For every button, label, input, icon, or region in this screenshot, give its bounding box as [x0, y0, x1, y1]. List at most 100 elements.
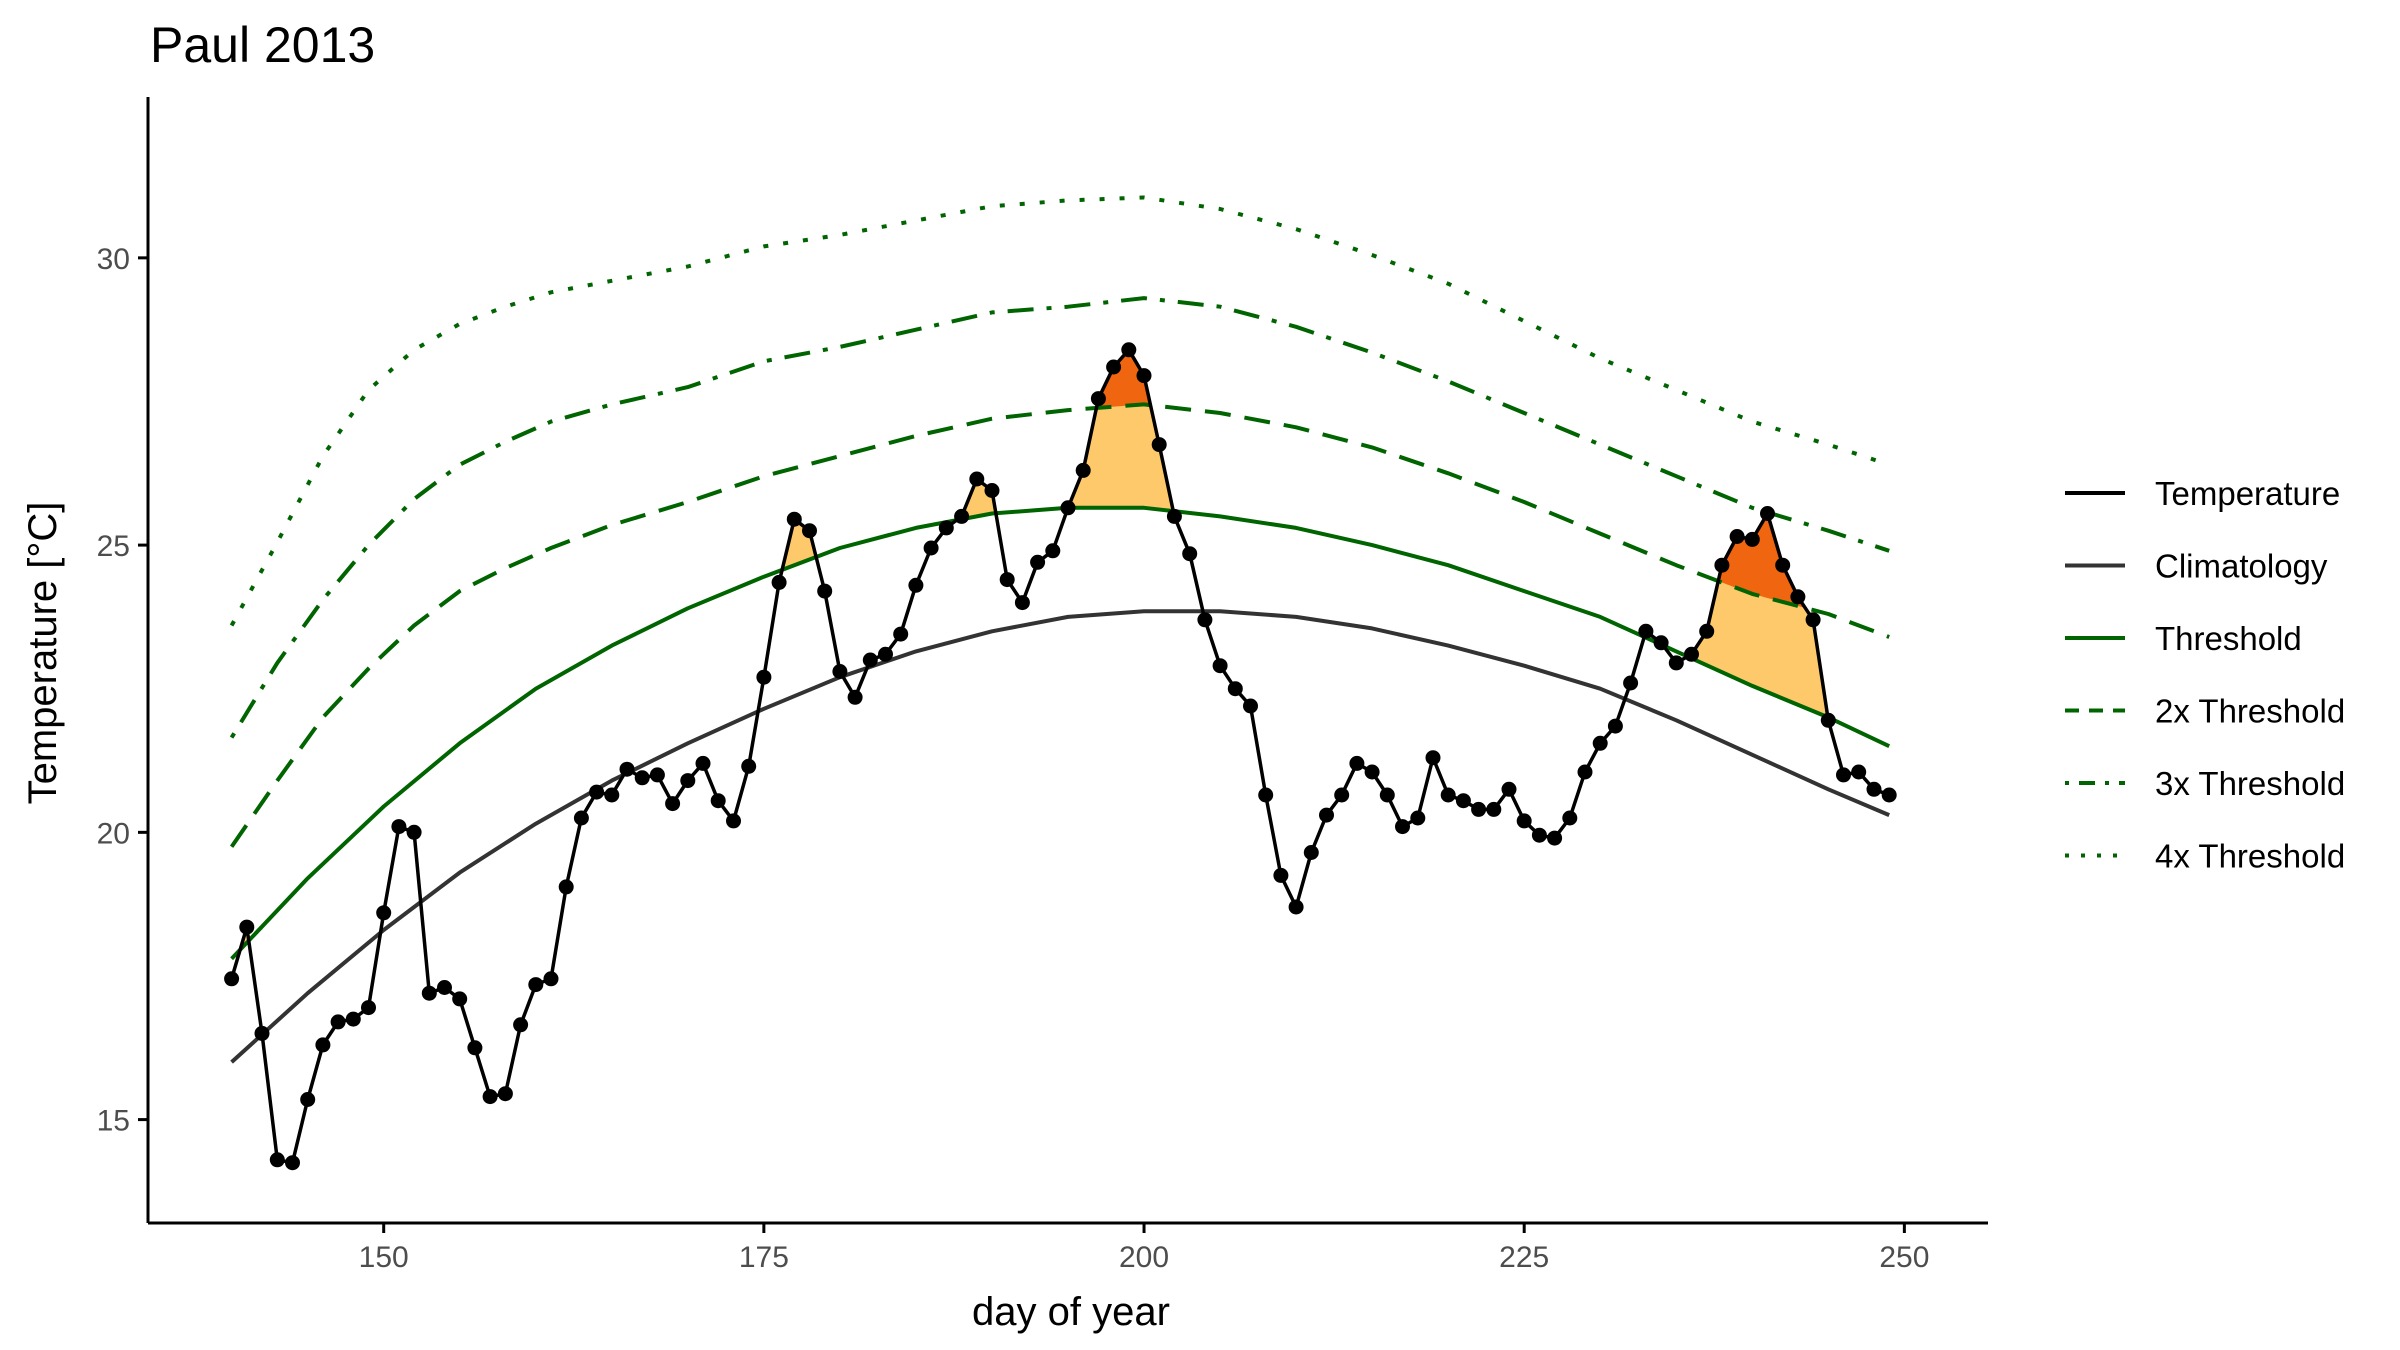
temperature-point [1106, 359, 1122, 375]
temperature-point [254, 1025, 270, 1041]
temperature-point [224, 971, 240, 987]
temperature-point [1349, 755, 1365, 771]
temperature-point [741, 758, 757, 774]
temperature-point [300, 1092, 316, 1107]
temperature-point [1090, 391, 1106, 407]
y-tick-label: 25 [97, 530, 130, 563]
temperature-point [406, 824, 422, 840]
temperature-point [1577, 764, 1593, 780]
temperature-point [1851, 764, 1867, 780]
legend-label-thresh2x: 2x Threshold [2155, 693, 2345, 730]
x-tick-label: 250 [1879, 1241, 1929, 1274]
temperature-point [361, 1000, 376, 1016]
temperature-point [999, 572, 1015, 588]
temperature-point [285, 1155, 300, 1171]
temperature-point [315, 1037, 331, 1053]
temperature-point [604, 787, 620, 803]
temperature-point [1166, 508, 1182, 524]
temperature-point [1699, 623, 1715, 639]
temperature-point [1623, 675, 1639, 691]
temperature-point [1592, 735, 1608, 751]
series-line-climatology [230, 609, 1890, 1064]
temperature-point [1319, 807, 1334, 823]
temperature-point [1501, 781, 1517, 797]
temperature-point [908, 577, 924, 593]
temperature-point [482, 1089, 498, 1105]
temperature-point [1744, 531, 1760, 547]
series-line-thresh3x [229, 296, 1890, 739]
temperature-point [1714, 557, 1730, 573]
fill-above-2x-threshold [1718, 513, 1805, 608]
temperature-point [269, 1152, 285, 1168]
temperature-point [1288, 899, 1304, 915]
temperature-points [224, 342, 1897, 1171]
temperature-point [437, 980, 452, 995]
temperature-point [878, 646, 893, 662]
series-line-temperature [229, 348, 1890, 1165]
series-line-threshold [230, 505, 1891, 961]
temperature-point [1820, 712, 1836, 728]
temperature-point [1303, 845, 1319, 860]
series-line-thresh2x [229, 402, 1890, 848]
temperature-point [528, 977, 544, 993]
temperature-point [1775, 557, 1791, 573]
temperature-point [680, 773, 696, 789]
x-tick-label: 200 [1119, 1241, 1169, 1274]
temperature-point [1197, 612, 1213, 628]
series-line-thresh4x [229, 195, 1890, 627]
temperature-point [649, 767, 665, 783]
y-tick-label: 30 [97, 243, 130, 276]
temperature-point [847, 689, 863, 705]
temperature-point [345, 1011, 361, 1027]
temperature-point [923, 540, 939, 556]
x-tick-label: 225 [1499, 1241, 1549, 1274]
temperature-point [817, 583, 833, 599]
temperature-point [1440, 787, 1456, 803]
temperature-point [1516, 813, 1532, 829]
temperature-point [573, 810, 589, 826]
temperature-point [665, 796, 681, 812]
temperature-point [1121, 342, 1137, 358]
temperature-point [1486, 801, 1502, 817]
legend: Temperature Climatology Threshold 2x Thresh… [2065, 475, 2345, 875]
temperature-point [1045, 543, 1061, 559]
temperature-point [1729, 529, 1745, 544]
chart-title: Paul 2013 [150, 17, 375, 73]
temperature-point [1471, 801, 1487, 817]
temperature-point [467, 1040, 483, 1056]
temperature-point [1212, 658, 1228, 674]
temperature-point [421, 985, 437, 1001]
x-tick-label: 175 [739, 1241, 789, 1274]
temperature-point [726, 813, 741, 829]
temperature-point [954, 508, 970, 524]
temperature-point [634, 770, 650, 786]
temperature-point [771, 574, 787, 590]
legend-label-climatology: Climatology [2155, 548, 2328, 585]
temperature-point [710, 793, 726, 809]
temperature-point [1182, 546, 1198, 562]
temperature-point [1334, 787, 1350, 803]
temperature-point [589, 784, 605, 800]
temperature-point [862, 652, 878, 668]
x-tick-label: 150 [359, 1241, 409, 1274]
y-axis-title: Temperature [°C] [21, 502, 65, 805]
temperature-point [452, 991, 468, 1007]
series-lines [229, 195, 1891, 1165]
temperature-point [802, 523, 817, 539]
temperature-point [1227, 681, 1243, 697]
temperature-point [543, 971, 559, 987]
legend-label-temperature: Temperature [2155, 475, 2340, 512]
temperature-point [1805, 612, 1821, 628]
temperature-point [1455, 793, 1471, 809]
temperature-point [1136, 368, 1152, 384]
temperature-point [969, 471, 985, 487]
temperature-point [1258, 787, 1274, 803]
temperature-point [1243, 698, 1258, 714]
axes: 150 175 200 225 250 15 20 25 30 [97, 97, 1988, 1274]
temperature-point [1638, 623, 1654, 639]
temperature-point [1562, 810, 1578, 826]
temperature-point [695, 755, 711, 771]
temperature-point [1881, 787, 1897, 803]
y-tick-label: 15 [97, 1105, 130, 1138]
temperature-point [1668, 655, 1684, 671]
